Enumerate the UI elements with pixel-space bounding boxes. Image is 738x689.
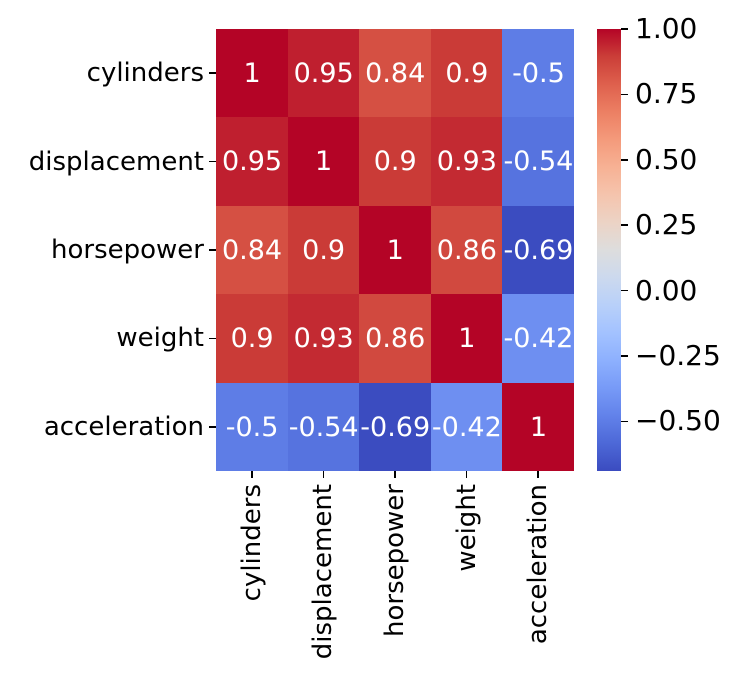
colorbar-tick-mark [621, 93, 628, 96]
heatmap-cell-value: 0.9 [230, 323, 274, 355]
heatmap-cell-displacement-horsepower: 0.9 [359, 117, 432, 207]
heatmap-cell-horsepower-cylinders: 0.84 [216, 205, 289, 295]
heatmap-cell-horsepower-horsepower: 1 [359, 205, 432, 295]
y-axis-label-cylinders: cylinders [86, 58, 204, 89]
heatmap-cell-cylinders-weight: 0.9 [430, 29, 503, 118]
y-tick-mark [209, 72, 216, 74]
colorbar-tick-mark [621, 28, 628, 30]
heatmap-cell-value: 1 [529, 411, 548, 443]
heatmap-cell-value: 0.84 [221, 234, 283, 266]
heatmap-cell-weight-displacement: 0.93 [287, 294, 360, 384]
heatmap-cell-value: -0.5 [512, 57, 565, 89]
heatmap-cell-acceleration-displacement: -0.54 [287, 382, 360, 472]
heatmap-cell-value: 0.9 [373, 146, 417, 178]
heatmap-cell-value: -0.54 [503, 146, 574, 178]
heatmap-cell-cylinders-cylinders: 1 [216, 29, 289, 118]
heatmap-cell-value: 0.9 [302, 234, 346, 266]
heatmap-cell-acceleration-acceleration: 1 [502, 382, 575, 472]
colorbar-tick-mark [621, 158, 628, 161]
colorbar-tick-mark [621, 224, 628, 226]
colorbar-tick-mark [621, 289, 628, 292]
colorbar-label-−0.50: −0.50 [635, 404, 721, 438]
heatmap-cell-value: 1 [386, 234, 404, 266]
x-tick-mark [537, 471, 539, 478]
y-tick-mark [209, 426, 216, 428]
heatmap-cell-displacement-weight: 0.93 [430, 117, 503, 207]
x-tick-mark [251, 471, 253, 478]
heatmap-cell-value: 0.95 [293, 57, 354, 89]
heatmap-cell-weight-cylinders: 0.9 [216, 294, 289, 384]
heatmap-cell-cylinders-horsepower: 0.84 [359, 29, 432, 118]
heatmap-cell-weight-weight: 1 [430, 294, 503, 384]
heatmap-cell-displacement-cylinders: 0.95 [216, 117, 289, 207]
colorbar-tick-mark [621, 355, 628, 357]
heatmap-cell-value: 1 [458, 323, 476, 355]
y-axis-label-displacement: displacement [28, 146, 204, 177]
heatmap-cell-acceleration-horsepower: -0.69 [359, 382, 432, 472]
heatmap-cell-value: -0.69 [503, 234, 574, 266]
heatmap-grid: 1 0.95 0.84 0.9 -0.5 0.95 1 0.9 0.93 -0.54 0.84 0.9… [216, 29, 575, 472]
heatmap-cell-value: -0.42 [431, 411, 502, 443]
heatmap-cell-acceleration-weight: -0.42 [430, 382, 503, 472]
colorbar-label-0.75: 0.75 [635, 77, 698, 111]
heatmap-cell-horsepower-acceleration: -0.69 [502, 205, 575, 295]
heatmap-cell-cylinders-acceleration: -0.5 [502, 29, 575, 118]
y-tick-mark [209, 337, 216, 340]
heatmap-cell-value: 0.93 [436, 146, 497, 178]
x-axis-label-displacement: displacement [308, 484, 339, 660]
x-axis-label-acceleration: acceleration [523, 484, 554, 645]
y-axis-label-acceleration: acceleration [43, 411, 204, 442]
heatmap-cell-displacement-displacement: 1 [287, 117, 360, 207]
x-axis-label-horsepower: horsepower [380, 484, 410, 637]
colorbar-label-0.00: 0.00 [635, 273, 698, 307]
colorbar-tick-mark [621, 420, 628, 423]
heatmap-cell-value: 1 [243, 57, 261, 89]
x-tick-mark [322, 471, 325, 478]
heatmap-cell-horsepower-displacement: 0.9 [287, 205, 360, 295]
heatmap-cell-value: -0.5 [225, 411, 279, 443]
colorbar-label-1.00: 1.00 [635, 12, 698, 45]
y-tick-mark [209, 160, 216, 163]
heatmap-cell-horsepower-weight: 0.86 [430, 205, 503, 295]
heatmap-cell-acceleration-cylinders: -0.5 [216, 382, 289, 472]
heatmap-cell-value: -0.42 [503, 323, 574, 355]
heatmap-cell-value: -0.54 [288, 411, 359, 443]
heatmap-cell-value: 0.86 [365, 323, 426, 355]
heatmap-cell-value: 0.93 [293, 323, 354, 355]
heatmap-cell-value: -0.69 [360, 411, 431, 443]
colorbar-gradient [597, 29, 621, 471]
x-axis-label-cylinders: cylinders [236, 484, 267, 602]
colorbar-label-0.25: 0.25 [635, 208, 698, 242]
heatmap-cell-weight-horsepower: 0.86 [359, 294, 432, 384]
colorbar-label-−0.25: −0.25 [635, 338, 721, 372]
heatmap-cell-weight-acceleration: -0.42 [502, 294, 575, 384]
y-axis-label-weight: weight [116, 323, 204, 354]
heatmap-cell-cylinders-displacement: 0.95 [287, 29, 360, 118]
heatmap-cell-value: 1 [315, 146, 333, 178]
heatmap-cell-value: 0.84 [365, 57, 426, 89]
y-tick-mark [209, 249, 216, 251]
x-tick-mark [465, 471, 468, 478]
x-axis-label-weight: weight [451, 484, 482, 572]
colorbar-label-0.50: 0.50 [635, 142, 698, 176]
y-axis-label-horsepower: horsepower [51, 235, 204, 265]
heatmap-cell-value: 0.95 [221, 146, 283, 178]
heatmap-cell-value: 0.86 [436, 234, 497, 266]
heatmap-cell-displacement-acceleration: -0.54 [502, 117, 575, 207]
x-tick-mark [394, 471, 396, 478]
heatmap-cell-value: 0.9 [445, 57, 489, 89]
